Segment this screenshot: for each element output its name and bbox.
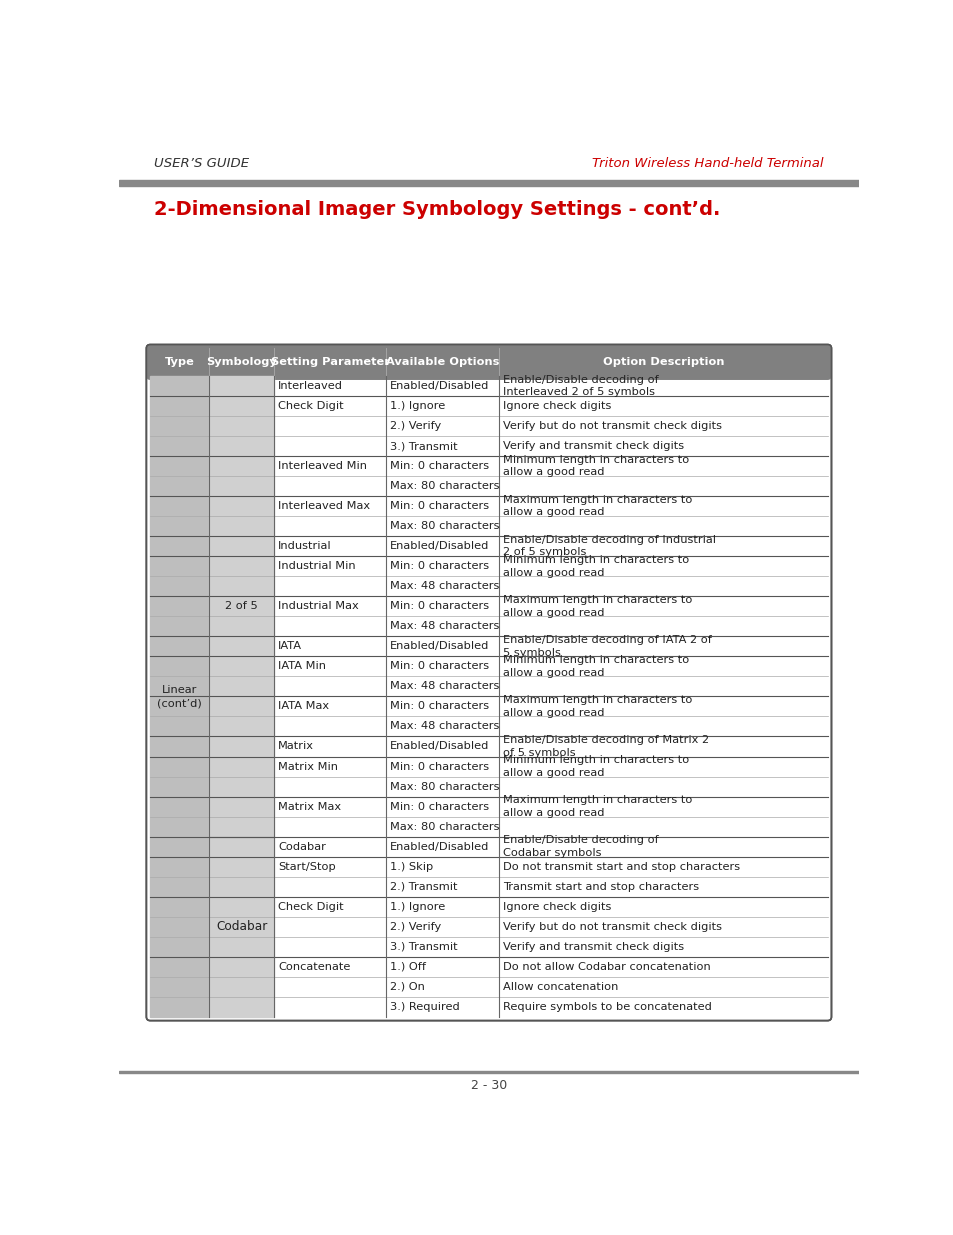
Text: Linear
(cont’d): Linear (cont’d) [157, 685, 202, 708]
Text: Max: 80 characters: Max: 80 characters [390, 482, 498, 492]
Text: Enabled/Disabled: Enabled/Disabled [390, 382, 489, 391]
Text: Ignore check digits: Ignore check digits [502, 401, 611, 411]
Text: Interleaved: Interleaved [278, 382, 343, 391]
FancyBboxPatch shape [146, 345, 831, 380]
Text: Enabled/Disabled: Enabled/Disabled [390, 541, 489, 551]
Text: 3.) Required: 3.) Required [390, 1002, 459, 1011]
Text: Minimum length in characters to
allow a good read: Minimum length in characters to allow a … [502, 454, 688, 478]
Text: Min: 0 characters: Min: 0 characters [390, 701, 488, 711]
Text: Allow concatenation: Allow concatenation [502, 982, 618, 992]
Text: Transmit start and stop characters: Transmit start and stop characters [502, 882, 699, 892]
Text: Concatenate: Concatenate [278, 962, 350, 972]
Text: Max: 80 characters: Max: 80 characters [390, 521, 498, 531]
Text: Minimum length in characters to
allow a good read: Minimum length in characters to allow a … [502, 756, 688, 778]
Text: Setting Parameter: Setting Parameter [271, 357, 389, 367]
Text: 1.) Ignore: 1.) Ignore [390, 902, 444, 911]
Text: 2 of 5: 2 of 5 [225, 601, 258, 611]
Text: Ignore check digits: Ignore check digits [502, 902, 611, 911]
Text: Enabled/Disabled: Enabled/Disabled [390, 841, 489, 852]
Text: Minimum length in characters to
allow a good read: Minimum length in characters to allow a … [502, 656, 688, 678]
Text: Matrix: Matrix [278, 741, 314, 751]
FancyBboxPatch shape [146, 345, 831, 1020]
Text: Industrial Min: Industrial Min [278, 562, 355, 572]
Text: Industrial Max: Industrial Max [278, 601, 358, 611]
Text: Min: 0 characters: Min: 0 characters [390, 562, 488, 572]
Text: Check Digit: Check Digit [278, 401, 343, 411]
Text: Maximum length in characters to
allow a good read: Maximum length in characters to allow a … [502, 795, 692, 818]
Text: 1.) Ignore: 1.) Ignore [390, 401, 444, 411]
Text: Enabled/Disabled: Enabled/Disabled [390, 741, 489, 751]
Text: Interleaved Max: Interleaved Max [278, 501, 370, 511]
Bar [119, 148, 858, 179]
Text: Matrix Min: Matrix Min [278, 762, 337, 772]
Text: Enable/Disable decoding of
Interleaved 2 of 5 symbols: Enable/Disable decoding of Interleaved 2… [502, 375, 658, 398]
Text: Enable/Disable decoding of Matrix 2
of 5 symbols: Enable/Disable decoding of Matrix 2 of 5… [502, 735, 708, 758]
Text: Enabled/Disabled: Enabled/Disabled [390, 641, 489, 651]
Text: IATA: IATA [278, 641, 302, 651]
Text: Enable/Disable decoding of Industrial
2 of 5 symbols: Enable/Disable decoding of Industrial 2 … [502, 535, 715, 557]
Text: Max: 80 characters: Max: 80 characters [390, 821, 498, 831]
Text: 3.) Transmit: 3.) Transmit [390, 942, 456, 952]
Bar [209, 377, 274, 1016]
Text: IATA Min: IATA Min [278, 662, 326, 672]
Text: IATA Max: IATA Max [278, 701, 329, 711]
Text: Codabar: Codabar [278, 841, 326, 852]
Text: Min: 0 characters: Min: 0 characters [390, 461, 488, 472]
Text: Max: 48 characters: Max: 48 characters [390, 621, 498, 631]
Bar [119, 180, 858, 186]
Text: Minimum length in characters to
allow a good read: Minimum length in characters to allow a … [502, 555, 688, 578]
Text: Max: 80 characters: Max: 80 characters [390, 782, 498, 792]
Text: Min: 0 characters: Min: 0 characters [390, 662, 488, 672]
Bar [119, 1072, 858, 1073]
Text: Symbology: Symbology [206, 357, 276, 367]
Text: Require symbols to be concatenated: Require symbols to be concatenated [502, 1002, 711, 1011]
Text: Min: 0 characters: Min: 0 characters [390, 762, 488, 772]
Text: Max: 48 characters: Max: 48 characters [390, 682, 498, 692]
Text: Max: 48 characters: Max: 48 characters [390, 582, 498, 592]
Text: Enable/Disable decoding of
Codabar symbols: Enable/Disable decoding of Codabar symbo… [502, 835, 658, 858]
Text: Min: 0 characters: Min: 0 characters [390, 501, 488, 511]
Text: 2.) Transmit: 2.) Transmit [390, 882, 456, 892]
Bar [150, 377, 209, 1016]
Text: Maximum length in characters to
allow a good read: Maximum length in characters to allow a … [502, 595, 692, 618]
Text: Max: 48 characters: Max: 48 characters [390, 721, 498, 731]
Text: 3.) Transmit: 3.) Transmit [390, 441, 456, 451]
Text: Verify but do not transmit check digits: Verify but do not transmit check digits [502, 421, 721, 431]
Text: Available Options: Available Options [385, 357, 498, 367]
Text: Triton Wireless Hand-held Terminal: Triton Wireless Hand-held Terminal [592, 157, 822, 170]
Text: Option Description: Option Description [602, 357, 723, 367]
Text: Matrix Max: Matrix Max [278, 802, 341, 811]
Text: Type: Type [165, 357, 194, 367]
Text: Verify but do not transmit check digits: Verify but do not transmit check digits [502, 921, 721, 931]
Text: Verify and transmit check digits: Verify and transmit check digits [502, 942, 683, 952]
Text: USER’S GUIDE: USER’S GUIDE [154, 157, 249, 170]
Text: Enable/Disable decoding of IATA 2 of
5 symbols: Enable/Disable decoding of IATA 2 of 5 s… [502, 635, 711, 657]
Text: 2.) On: 2.) On [390, 982, 424, 992]
Text: Check Digit: Check Digit [278, 902, 343, 911]
Bar [150, 362, 827, 377]
Text: Industrial: Industrial [278, 541, 332, 551]
Text: Maximum length in characters to
allow a good read: Maximum length in characters to allow a … [502, 695, 692, 718]
Text: Do not transmit start and stop characters: Do not transmit start and stop character… [502, 862, 740, 872]
Text: Verify and transmit check digits: Verify and transmit check digits [502, 441, 683, 451]
Text: Interleaved Min: Interleaved Min [278, 461, 367, 472]
Text: Min: 0 characters: Min: 0 characters [390, 802, 488, 811]
Text: 1.) Off: 1.) Off [390, 962, 425, 972]
Text: 2.) Verify: 2.) Verify [390, 921, 440, 931]
Text: 2 - 30: 2 - 30 [471, 1079, 506, 1092]
Text: Min: 0 characters: Min: 0 characters [390, 601, 488, 611]
Text: Codabar: Codabar [215, 920, 267, 934]
Text: Do not allow Codabar concatenation: Do not allow Codabar concatenation [502, 962, 710, 972]
Text: 1.) Skip: 1.) Skip [390, 862, 433, 872]
Text: 2.) Verify: 2.) Verify [390, 421, 440, 431]
Text: Maximum length in characters to
allow a good read: Maximum length in characters to allow a … [502, 495, 692, 517]
Text: 2-Dimensional Imager Symbology Settings - cont’d.: 2-Dimensional Imager Symbology Settings … [154, 200, 720, 220]
Text: Start/Stop: Start/Stop [278, 862, 335, 872]
